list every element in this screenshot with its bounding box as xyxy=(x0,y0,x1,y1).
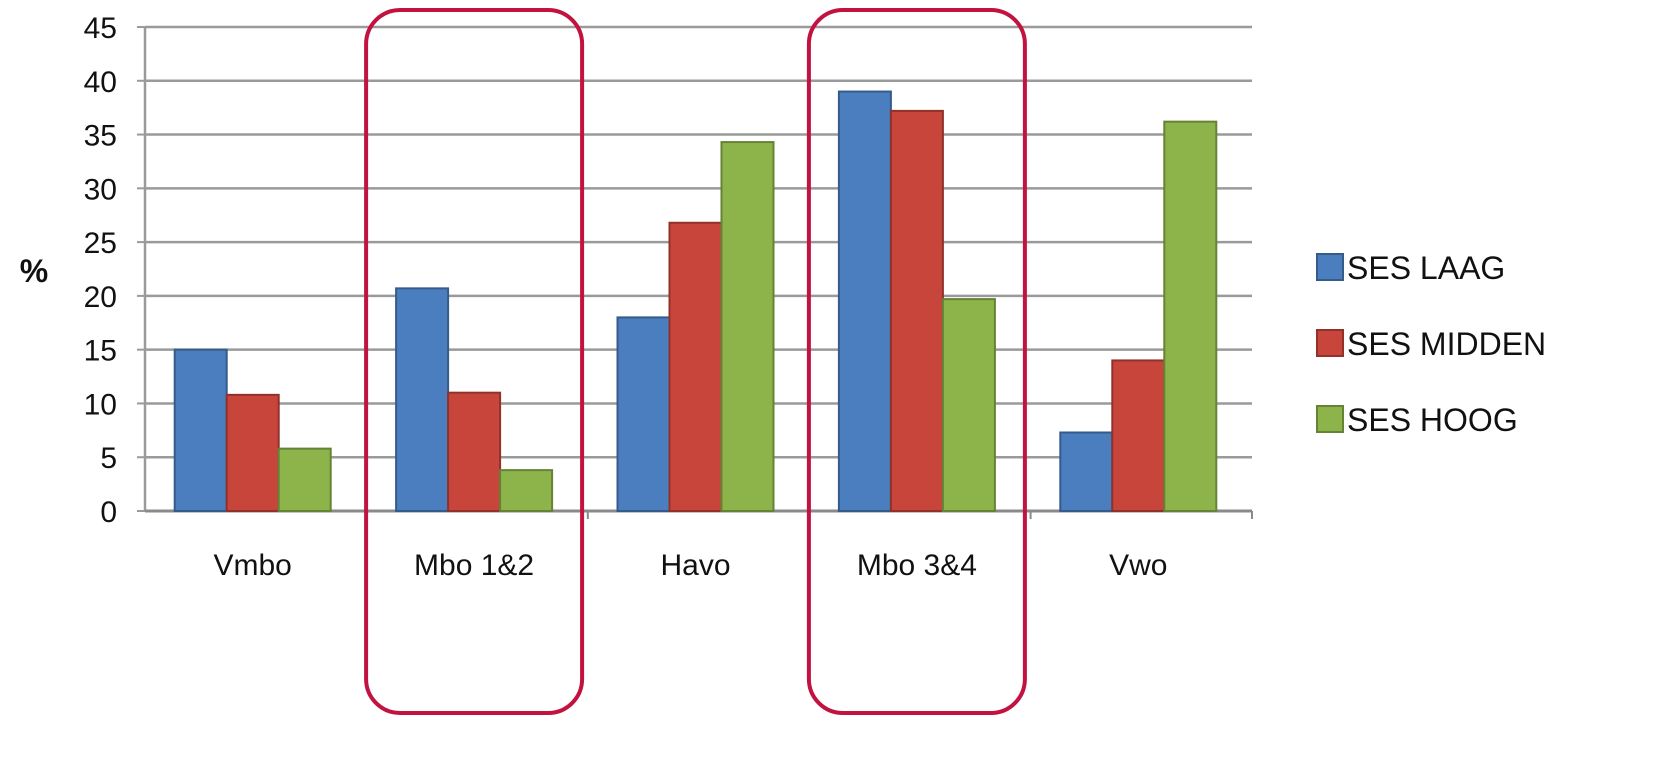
x-tick-label: Vmbo xyxy=(214,549,292,582)
y-axis-title: % xyxy=(20,253,48,289)
x-tick-label: Havo xyxy=(660,549,730,582)
bar-ses-midden-mbo-3-4 xyxy=(889,109,944,512)
highlight-box-mbo-3-4 xyxy=(806,8,1027,715)
y-tick-label: 25 xyxy=(84,227,117,260)
bar-ses-hoog-havo xyxy=(720,141,775,512)
y-tick-label: 0 xyxy=(100,496,117,529)
bar-ses-midden-vmbo xyxy=(225,393,280,512)
y-tick-label: 30 xyxy=(84,173,117,206)
axis-labels: 0 5 10 15 20 25 30 35 40 45 Vmbo Mbo 1&2 Havo Mbo 3&4… xyxy=(84,12,1168,582)
y-tick-label: 15 xyxy=(84,335,117,368)
bars xyxy=(173,90,1218,513)
y-tick-label: 20 xyxy=(84,281,117,314)
highlight-boxes xyxy=(364,8,1027,715)
legend-swatch xyxy=(1316,405,1344,433)
bar-ses-laag-vwo xyxy=(1059,431,1114,512)
x-tick-label: Mbo 1&2 xyxy=(414,549,534,582)
x-tick-label: Mbo 3&4 xyxy=(857,549,977,582)
legend-label: SES HOOG xyxy=(1347,402,1518,438)
bar-ses-hoog-vmbo xyxy=(277,447,332,512)
bar-ses-midden-mbo-1-2 xyxy=(447,391,502,513)
bar-ses-hoog-mbo-1-2 xyxy=(499,469,554,512)
bar-ses-midden-havo xyxy=(668,221,723,513)
legend-label: SES LAAG xyxy=(1347,250,1505,286)
legend-label: SES MIDDEN xyxy=(1347,326,1546,362)
y-tick-label: 10 xyxy=(84,388,117,421)
bar-ses-laag-havo xyxy=(616,316,671,512)
bar-ses-hoog-mbo-3-4 xyxy=(941,298,996,513)
y-tick-label: 35 xyxy=(84,120,117,153)
y-tick-label: 5 xyxy=(100,442,117,475)
x-tick-label: Vwo xyxy=(1109,549,1167,582)
legend: SES LAAG SES MIDDEN SES HOOG xyxy=(1316,250,1546,438)
highlight-box-mbo-1-2 xyxy=(364,8,585,715)
bar-ses-midden-vwo xyxy=(1111,359,1166,512)
legend-swatch xyxy=(1316,253,1344,281)
y-tick-label: 45 xyxy=(84,12,117,45)
bar-ses-laag-mbo-3-4 xyxy=(837,90,892,513)
legend-swatch xyxy=(1316,329,1344,357)
bar-ses-laag-mbo-1-2 xyxy=(395,287,450,512)
bar-ses-laag-vmbo xyxy=(173,348,228,512)
bar-ses-hoog-vwo xyxy=(1163,120,1218,512)
y-tick-label: 40 xyxy=(84,66,117,99)
